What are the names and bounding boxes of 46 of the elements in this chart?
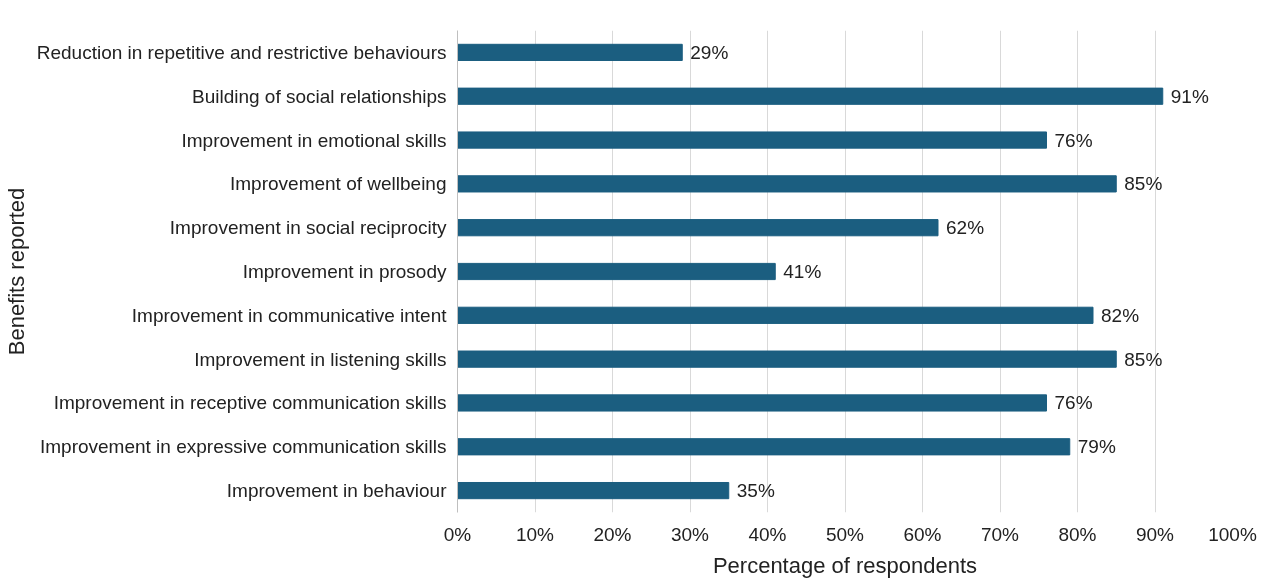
y-tick-label: Improvement in communicative intent: [131, 304, 448, 326]
y-tick-label: Improvement in receptive communication skills: [53, 392, 447, 414]
bar: [457, 438, 1071, 456]
x-tick-label: 20%: [593, 523, 632, 545]
x-tick-label: 100%: [1208, 523, 1257, 545]
x-tick-label: 80%: [1058, 523, 1097, 545]
bar: [457, 87, 1164, 105]
bar: [457, 350, 1117, 368]
x-tick-label: 0%: [443, 523, 472, 545]
y-tick-label: Reduction in repetitive and restrictive behaviours: [36, 41, 447, 63]
bar: [457, 306, 1094, 324]
data-label: 79%: [1077, 436, 1116, 458]
x-tick-label: 60%: [903, 523, 942, 545]
x-tick-label: 40%: [748, 523, 787, 545]
y-tick-label: Improvement in prosody: [242, 261, 447, 282]
data-label: 76%: [1054, 392, 1093, 414]
data-label: 85%: [1124, 173, 1163, 195]
x-tick-label: 10%: [515, 523, 555, 545]
data-label: 76%: [1054, 129, 1093, 151]
bar: [457, 481, 730, 500]
bar: [457, 394, 1047, 412]
y-tick-label: Improvement in behaviour: [226, 480, 448, 502]
bar: [457, 262, 776, 281]
y-tick-label: Improvement in expressive communication skills: [39, 436, 447, 458]
bar: [457, 43, 683, 62]
bar: [457, 131, 1047, 149]
x-tick-label: 50%: [825, 523, 865, 545]
y-axis-title: Benefits reported: [3, 187, 29, 356]
data-label: 85%: [1124, 348, 1163, 370]
y-tick-label: Building of social relationships: [191, 85, 447, 107]
y-tick-label: Improvement in listening skills: [194, 348, 447, 370]
x-tick-label: 70%: [980, 523, 1020, 545]
data-label: 41%: [783, 261, 822, 282]
data-label: 82%: [1101, 304, 1140, 326]
bar: [457, 219, 939, 237]
y-tick-label: Improvement of wellbeing: [230, 173, 447, 195]
y-tick-label: Improvement in social reciprocity: [169, 217, 447, 239]
y-tick-label: Improvement in emotional skills: [181, 129, 447, 151]
x-tick-label: 90%: [1135, 523, 1175, 545]
data-label: 62%: [946, 217, 985, 239]
x-axis-title: Percentage of respondents: [712, 552, 978, 578]
bar: [457, 175, 1117, 193]
data-label: 29%: [690, 41, 729, 63]
x-tick-label: 30%: [670, 523, 710, 545]
data-label: 91%: [1170, 85, 1209, 107]
data-label: 35%: [736, 480, 775, 502]
